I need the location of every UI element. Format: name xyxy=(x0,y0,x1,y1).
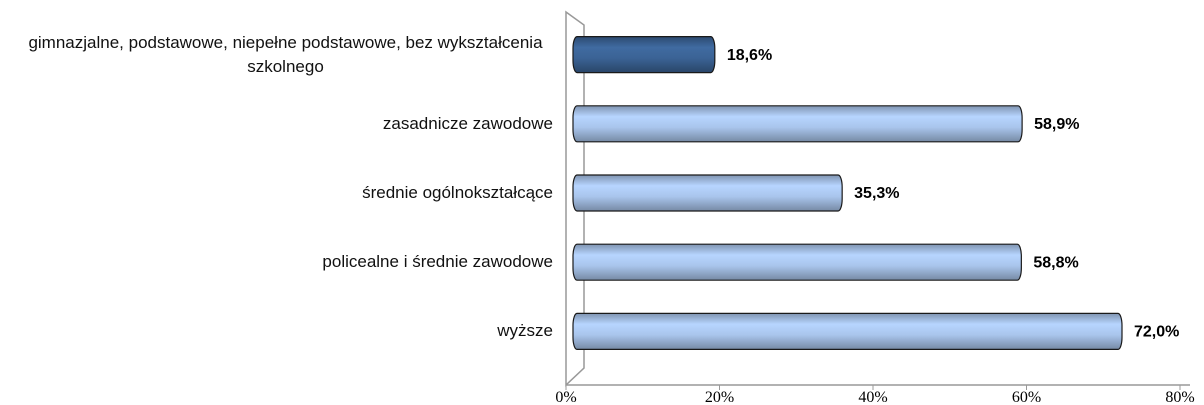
category-label: policealne i średnie zawodowe xyxy=(322,252,553,272)
category-label: średnie ogólnokształcące xyxy=(362,183,553,202)
category-label: wyższe xyxy=(497,321,553,341)
bar xyxy=(572,243,1022,281)
bar xyxy=(572,174,843,212)
x-tick-label: 60% xyxy=(1012,389,1041,405)
category-label: gimnazjalne, podstawowe, niepełne podsta… xyxy=(28,32,543,76)
value-label: 58,9% xyxy=(1034,116,1079,133)
bar xyxy=(572,312,1123,350)
value-label: 72,0% xyxy=(1134,324,1179,341)
category-label: zasadnicze zawodowe xyxy=(382,113,553,133)
value-label: 58,8% xyxy=(1033,254,1078,271)
value-label: 18,6% xyxy=(727,47,772,64)
x-tick-label: 20% xyxy=(705,389,734,405)
bar xyxy=(572,105,1023,143)
x-tick-label: 40% xyxy=(858,389,887,405)
bar xyxy=(572,35,716,74)
value-label: 35,3% xyxy=(854,185,899,202)
x-tick-label: 80% xyxy=(1165,389,1194,405)
x-tick-label: 0% xyxy=(555,389,576,405)
